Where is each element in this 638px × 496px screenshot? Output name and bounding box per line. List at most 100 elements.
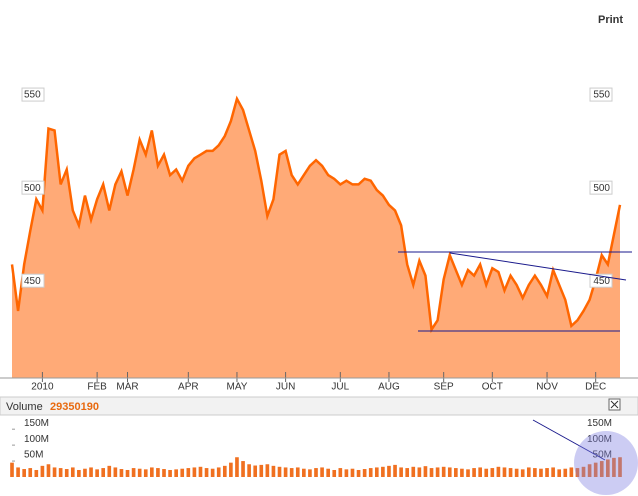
volume-tick-label: 50M xyxy=(593,450,612,461)
volume-bar xyxy=(314,468,318,477)
volume-bar xyxy=(411,466,416,477)
volume-bar xyxy=(216,467,221,477)
x-tick-label: OCT xyxy=(482,382,503,393)
volume-bar xyxy=(381,466,385,477)
price-area xyxy=(12,98,620,378)
volume-bar xyxy=(198,466,203,477)
volume-bar xyxy=(22,469,26,477)
volume-bar xyxy=(34,469,39,477)
volume-bar xyxy=(526,467,531,477)
print-link[interactable]: Print xyxy=(598,14,623,26)
volume-bar xyxy=(332,469,337,477)
volume-bar xyxy=(308,469,312,477)
volume-bar xyxy=(204,468,209,477)
volume-bar xyxy=(612,457,616,477)
y-tick-box xyxy=(589,87,613,102)
volume-bar xyxy=(593,462,598,477)
volume-header xyxy=(0,396,638,416)
volume-bar xyxy=(356,469,361,477)
volume-bar xyxy=(399,467,403,477)
volume-tick-label: 100M xyxy=(587,434,612,445)
y-tick-box xyxy=(21,87,45,102)
volume-bar xyxy=(466,469,470,477)
volume-bar xyxy=(581,466,586,477)
volume-bar xyxy=(168,469,172,477)
x-tick-label: JUL xyxy=(331,382,349,393)
y-tick-label: 500 xyxy=(593,183,610,194)
x-tick-label: MAR xyxy=(116,382,138,393)
price-line xyxy=(10,95,622,334)
volume-bar xyxy=(259,464,264,477)
volume-bar xyxy=(192,467,197,477)
y-tick-label: 550 xyxy=(593,90,610,101)
volume-bar xyxy=(125,469,130,477)
volume-bar xyxy=(150,467,154,477)
volume-bar xyxy=(137,468,142,477)
volume-bar xyxy=(472,468,476,477)
volume-bar xyxy=(10,462,14,477)
volume-bar xyxy=(77,469,81,477)
volume-tick-label: 50M xyxy=(24,450,43,461)
volume-bar xyxy=(174,469,178,477)
y-tick-box xyxy=(21,273,45,288)
volume-bar xyxy=(606,459,610,477)
volume-bar xyxy=(28,468,33,477)
x-tick-label: NOV xyxy=(536,382,558,393)
volume-bar xyxy=(186,468,191,477)
x-tick-label: JUN xyxy=(276,382,295,393)
volume-bar xyxy=(563,468,568,477)
volume-bar xyxy=(569,467,574,477)
volume-bar xyxy=(514,468,519,477)
volume-bar xyxy=(89,467,93,477)
x-tick-label: DEC xyxy=(585,382,606,393)
volume-bar xyxy=(447,467,452,477)
volume-bar xyxy=(338,468,343,477)
y-tick-box xyxy=(589,180,613,195)
volume-bar xyxy=(289,468,294,477)
volume-bar xyxy=(429,468,434,477)
y-tick-label: 450 xyxy=(24,276,41,287)
volume-bar xyxy=(587,464,592,477)
volume-bar xyxy=(490,468,495,477)
volume-bar xyxy=(156,468,160,477)
volume-bar xyxy=(539,468,543,477)
volume-bar xyxy=(302,468,306,477)
volume-tick-label: 150M xyxy=(587,418,612,429)
volume-title: Volume xyxy=(6,401,43,413)
volume-bar xyxy=(575,468,580,477)
volume-bar xyxy=(131,468,136,477)
y-tick-label: 550 xyxy=(24,90,41,101)
volume-bar xyxy=(40,465,45,477)
volume-bar xyxy=(143,469,148,477)
volume-bar xyxy=(484,468,489,477)
volume-bar xyxy=(460,468,464,477)
x-tick-label: 2010 xyxy=(31,382,54,393)
volume-bar xyxy=(162,469,166,477)
x-tick-label: APR xyxy=(178,382,199,393)
volume-bar xyxy=(350,468,355,477)
volume-bar xyxy=(405,468,410,477)
y-tick-label: 500 xyxy=(24,183,41,194)
highlight-circle xyxy=(574,431,638,495)
annotation-line xyxy=(449,252,627,281)
volume-bar xyxy=(478,467,482,477)
volume-bar xyxy=(107,465,112,477)
volume-readout: 29350190 xyxy=(50,401,99,413)
volume-tick-label: 150M xyxy=(24,418,49,429)
volume-bar xyxy=(496,466,501,477)
volume-bar xyxy=(52,467,57,477)
volume-bar xyxy=(374,467,379,477)
volume-bar xyxy=(387,465,391,477)
volume-bar xyxy=(393,464,397,477)
volume-bar xyxy=(247,464,251,477)
volume-bar xyxy=(241,461,245,477)
volume-bar xyxy=(95,469,99,477)
x-tick-label: MAY xyxy=(226,382,247,393)
volume-bar xyxy=(423,466,428,477)
volume-bar xyxy=(435,467,440,477)
volume-bar xyxy=(362,469,367,477)
volume-bar xyxy=(344,469,349,477)
volume-bar xyxy=(545,468,549,477)
volume-bar xyxy=(557,469,562,477)
volume-bar xyxy=(283,467,288,477)
